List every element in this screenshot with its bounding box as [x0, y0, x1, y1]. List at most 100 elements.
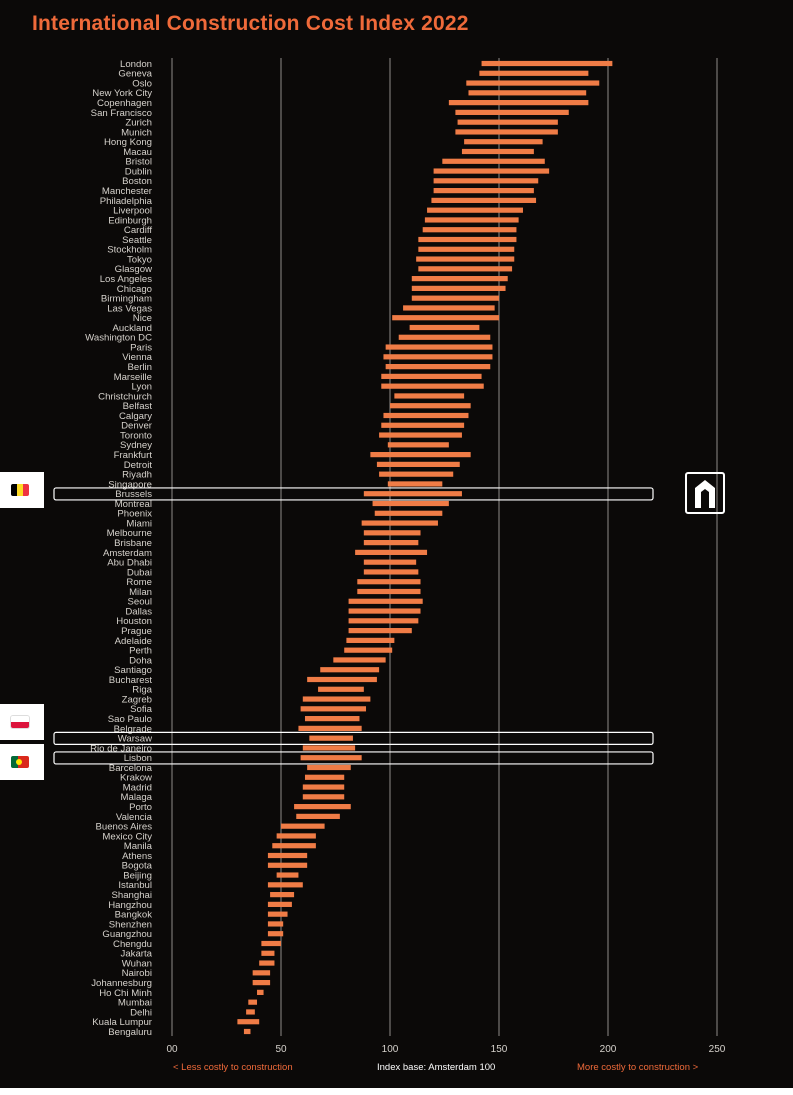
bar: [307, 764, 351, 771]
bar: [333, 657, 386, 663]
bar: [398, 334, 491, 340]
city-label: Rome: [126, 577, 152, 588]
bar: [387, 442, 449, 448]
city-label: Dublin: [125, 166, 152, 177]
bar: [276, 833, 316, 839]
city-label: Christchurch: [98, 391, 152, 402]
city-label: Edinburgh: [108, 215, 152, 226]
city-label: Detroit: [124, 460, 153, 471]
bar: [363, 530, 421, 536]
city-label: Sao Paulo: [108, 714, 152, 725]
city-label: Warsaw: [118, 734, 152, 745]
bar: [433, 168, 550, 174]
city-label: Stockholm: [107, 245, 152, 256]
city-label: New York City: [92, 88, 152, 99]
city-label: Manchester: [102, 186, 153, 197]
bar: [481, 60, 613, 67]
x-tick-label: 150: [491, 1044, 508, 1055]
bar: [272, 843, 316, 849]
city-label: Washington DC: [85, 333, 152, 344]
bar: [252, 980, 271, 986]
city-label: Berlin: [127, 362, 152, 373]
city-label: Melbourne: [107, 528, 152, 539]
city-label: Denver: [121, 421, 153, 432]
bar: [346, 637, 395, 643]
bar: [383, 354, 493, 360]
city-label: Guangzhou: [102, 929, 152, 940]
city-label: Chicago: [117, 284, 152, 295]
bar: [296, 813, 340, 819]
bar: [381, 373, 482, 379]
city-label: San Francisco: [91, 108, 152, 119]
city-label: Dallas: [125, 606, 152, 617]
x-tick-label: 100: [382, 1044, 399, 1055]
x-tick-label: 200: [600, 1044, 617, 1055]
city-label: Glasgow: [115, 264, 152, 275]
bar: [302, 794, 345, 800]
bar: [468, 90, 587, 96]
index-base-label: Index base: Amsterdam 100: [377, 1062, 496, 1073]
city-label: Boston: [122, 176, 152, 187]
city-label: Toronto: [120, 430, 152, 441]
bar: [409, 324, 480, 331]
bar: [455, 129, 558, 135]
bar: [411, 276, 508, 282]
bar: [394, 393, 465, 399]
bar: [363, 569, 419, 575]
city-label: Ho Chi Minh: [99, 988, 152, 999]
bar: [237, 1019, 260, 1025]
bar: [418, 236, 517, 243]
x-tick-label: 50: [275, 1044, 287, 1055]
city-label: Zagreb: [122, 694, 152, 705]
city-label: Johannesburg: [91, 978, 152, 989]
city-label: Montreal: [115, 499, 152, 510]
belgium-flag-icon: [0, 472, 44, 508]
bar: [304, 774, 345, 780]
bar: [248, 999, 258, 1005]
bar: [385, 344, 493, 350]
city-label: Bucharest: [109, 675, 153, 686]
bar: [457, 119, 558, 125]
bar: [433, 178, 539, 184]
city-label: Oslo: [132, 78, 152, 89]
city-label: Shanghai: [111, 890, 152, 901]
bar: [267, 862, 308, 868]
bar: [424, 217, 519, 223]
bar: [281, 823, 325, 829]
city-label: Malaga: [121, 792, 153, 803]
bar: [300, 755, 362, 761]
portugal-flag-icon: [0, 744, 44, 780]
bar: [344, 647, 393, 653]
x-tick-label: 250: [709, 1044, 726, 1055]
bar: [267, 882, 303, 888]
city-label: Seoul: [127, 597, 152, 608]
city-label: Marseille: [114, 372, 152, 383]
city-label: Vienna: [122, 352, 152, 363]
bar: [300, 706, 367, 712]
city-label: Mexico City: [102, 831, 152, 842]
city-label: Shenzhen: [109, 919, 152, 930]
bar: [455, 109, 569, 115]
bar: [257, 989, 264, 995]
city-label: Sydney: [120, 440, 152, 451]
bar: [416, 256, 515, 262]
city-label: Frankfurt: [114, 450, 153, 461]
bar: [370, 452, 471, 458]
city-label: Nairobi: [122, 968, 152, 979]
bar: [302, 784, 345, 790]
bar: [307, 676, 377, 683]
bar: [294, 804, 351, 810]
city-label: Geneva: [118, 69, 152, 80]
city-label: Barcelona: [109, 763, 153, 774]
city-label: Lyon: [132, 382, 152, 393]
city-label: Philadelphia: [100, 196, 153, 207]
bar: [381, 383, 484, 389]
bar: [267, 911, 288, 917]
less-costly-label: < Less costly to construction: [173, 1062, 293, 1073]
city-label: Belgrade: [114, 724, 152, 735]
bar: [261, 950, 275, 956]
city-label: Perth: [129, 646, 152, 657]
bar: [318, 686, 364, 692]
